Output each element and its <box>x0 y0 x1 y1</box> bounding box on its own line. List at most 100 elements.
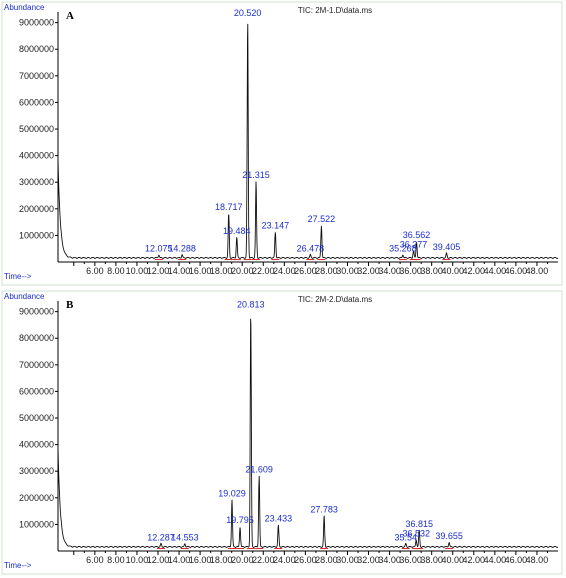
x-tick-label: 48.00 <box>526 555 549 565</box>
x-tick-label: 40.00 <box>441 555 464 565</box>
y-tick-label: 9000000 <box>19 18 54 28</box>
x-tick-label: 12.00 <box>147 266 170 276</box>
x-tick-label: 46.00 <box>505 555 528 565</box>
x-tick-label: 28.00 <box>315 266 338 276</box>
peak-label: 14.553 <box>171 532 199 542</box>
x-axis-label: Time--> <box>4 272 32 281</box>
y-tick-label: 6000000 <box>19 386 54 396</box>
x-tick-label: 8.00 <box>107 266 125 276</box>
x-tick-label: 10.00 <box>126 555 149 565</box>
peak-label: 36.277 <box>400 239 428 249</box>
x-tick-label: 34.00 <box>378 266 401 276</box>
y-tick-label: 5000000 <box>19 413 54 423</box>
x-tick-label: 22.00 <box>252 555 275 565</box>
peak-label: 14.288 <box>168 243 196 253</box>
x-tick-label: 26.00 <box>294 555 317 565</box>
x-tick-label: 42.00 <box>463 555 486 565</box>
peak-label: 39.405 <box>433 242 461 252</box>
peak-label: 26.478 <box>297 243 325 253</box>
peak-label: 23.147 <box>262 221 290 231</box>
x-tick-label: 30.00 <box>336 555 359 565</box>
peak-label: 19.795 <box>226 515 254 525</box>
peak-label: 36.815 <box>405 519 433 529</box>
x-tick-label: 46.00 <box>505 266 528 276</box>
x-tick-label: 6.00 <box>86 555 104 565</box>
y-tick-label: 2000000 <box>19 204 54 214</box>
x-tick-label: 24.00 <box>273 266 296 276</box>
x-tick-label: 40.00 <box>441 266 464 276</box>
x-tick-label: 48.00 <box>526 266 549 276</box>
y-axis-label: Abundance <box>4 292 45 301</box>
y-axis-label: Abundance <box>4 3 45 12</box>
peak-label: 12.287 <box>147 532 175 542</box>
peak-label: 27.522 <box>308 214 336 224</box>
x-tick-label: 16.00 <box>189 555 212 565</box>
y-tick-label: 1000000 <box>19 230 54 240</box>
x-tick-label: 28.00 <box>315 555 338 565</box>
y-tick-label: 8000000 <box>19 44 54 54</box>
x-tick-label: 24.00 <box>273 555 296 565</box>
chromatogram-b-plot: 1000000 2000000 3000000 4000000 5000000 60000… <box>1 290 563 575</box>
x-tick-label: 6.00 <box>86 266 104 276</box>
x-tick-label: 14.00 <box>168 266 191 276</box>
x-tick-label: 32.00 <box>357 555 380 565</box>
y-tick-label: 9000000 <box>19 307 54 317</box>
panel-frame <box>1 290 563 575</box>
y-tick-label: 4000000 <box>19 151 54 161</box>
x-tick-label: 10.00 <box>126 266 149 276</box>
chromatogram-panel-b: 1000000 2000000 3000000 4000000 5000000 60000… <box>0 289 566 578</box>
peak-label: 39.655 <box>435 531 463 541</box>
peak-label: 21.609 <box>245 465 273 475</box>
tic-trace <box>57 318 559 549</box>
y-tick-label: 7000000 <box>19 71 54 81</box>
x-tick-label: 34.00 <box>378 555 401 565</box>
peak-label: 19.484 <box>223 226 251 236</box>
panel-letter: B <box>66 299 74 311</box>
x-tick-label: 18.00 <box>210 555 233 565</box>
chart-title: TIC: 2M-1.D\data.ms <box>298 6 372 15</box>
panel-frame <box>1 1 563 286</box>
peak-label: 19.029 <box>218 488 246 498</box>
peak-label: 35.268 <box>389 243 417 253</box>
x-tick-label: 38.00 <box>420 555 443 565</box>
peak-label: 20.813 <box>237 300 265 310</box>
x-tick-label: 20.00 <box>231 555 254 565</box>
peak-label: 18.717 <box>215 202 243 212</box>
chromatogram-panel-a: 1000000 2000000 3000000 4000000 5000000 60000… <box>1 1 563 286</box>
y-tick-label: 7000000 <box>19 360 54 370</box>
y-tick-label: 3000000 <box>19 177 54 187</box>
peak-label: 20.520 <box>234 8 262 18</box>
x-tick-label: 32.00 <box>357 266 380 276</box>
y-tick-label: 6000000 <box>19 97 54 107</box>
x-tick-label: 44.00 <box>484 266 507 276</box>
peak-label: 21.315 <box>242 170 270 180</box>
x-tick-label: 22.00 <box>252 266 275 276</box>
x-tick-label: 18.00 <box>210 266 233 276</box>
panel-letter: A <box>66 10 74 22</box>
chromatogram-a-plot: 1000000 2000000 3000000 4000000 5000000 60000… <box>1 1 563 286</box>
x-tick-label: 8.00 <box>107 555 125 565</box>
peak-label: 36.562 <box>403 230 431 240</box>
peak-label: 12.075 <box>145 243 173 253</box>
peak-label: 36.532 <box>402 528 430 538</box>
y-tick-label: 8000000 <box>19 333 54 343</box>
tic-trace <box>57 23 559 260</box>
x-tick-label: 44.00 <box>484 555 507 565</box>
y-tick-label: 1000000 <box>19 519 54 529</box>
x-tick-label: 16.00 <box>189 266 212 276</box>
x-tick-label: 36.00 <box>399 266 422 276</box>
x-tick-label: 12.00 <box>147 555 170 565</box>
y-tick-label: 2000000 <box>19 493 54 503</box>
chart-title: TIC: 2M-2.D\data.ms <box>298 295 372 304</box>
x-tick-label: 36.00 <box>399 555 422 565</box>
peak-label: 23.433 <box>265 514 293 524</box>
y-tick-label: 4000000 <box>19 440 54 450</box>
y-tick-label: 5000000 <box>19 124 54 134</box>
x-tick-label: 42.00 <box>463 266 486 276</box>
x-tick-label: 26.00 <box>294 266 317 276</box>
x-tick-label: 38.00 <box>420 266 443 276</box>
peak-label: 27.783 <box>310 504 338 514</box>
peak-label: 35.54 <box>395 532 418 542</box>
x-tick-label: 30.00 <box>336 266 359 276</box>
x-axis-label: Time--> <box>4 561 32 570</box>
